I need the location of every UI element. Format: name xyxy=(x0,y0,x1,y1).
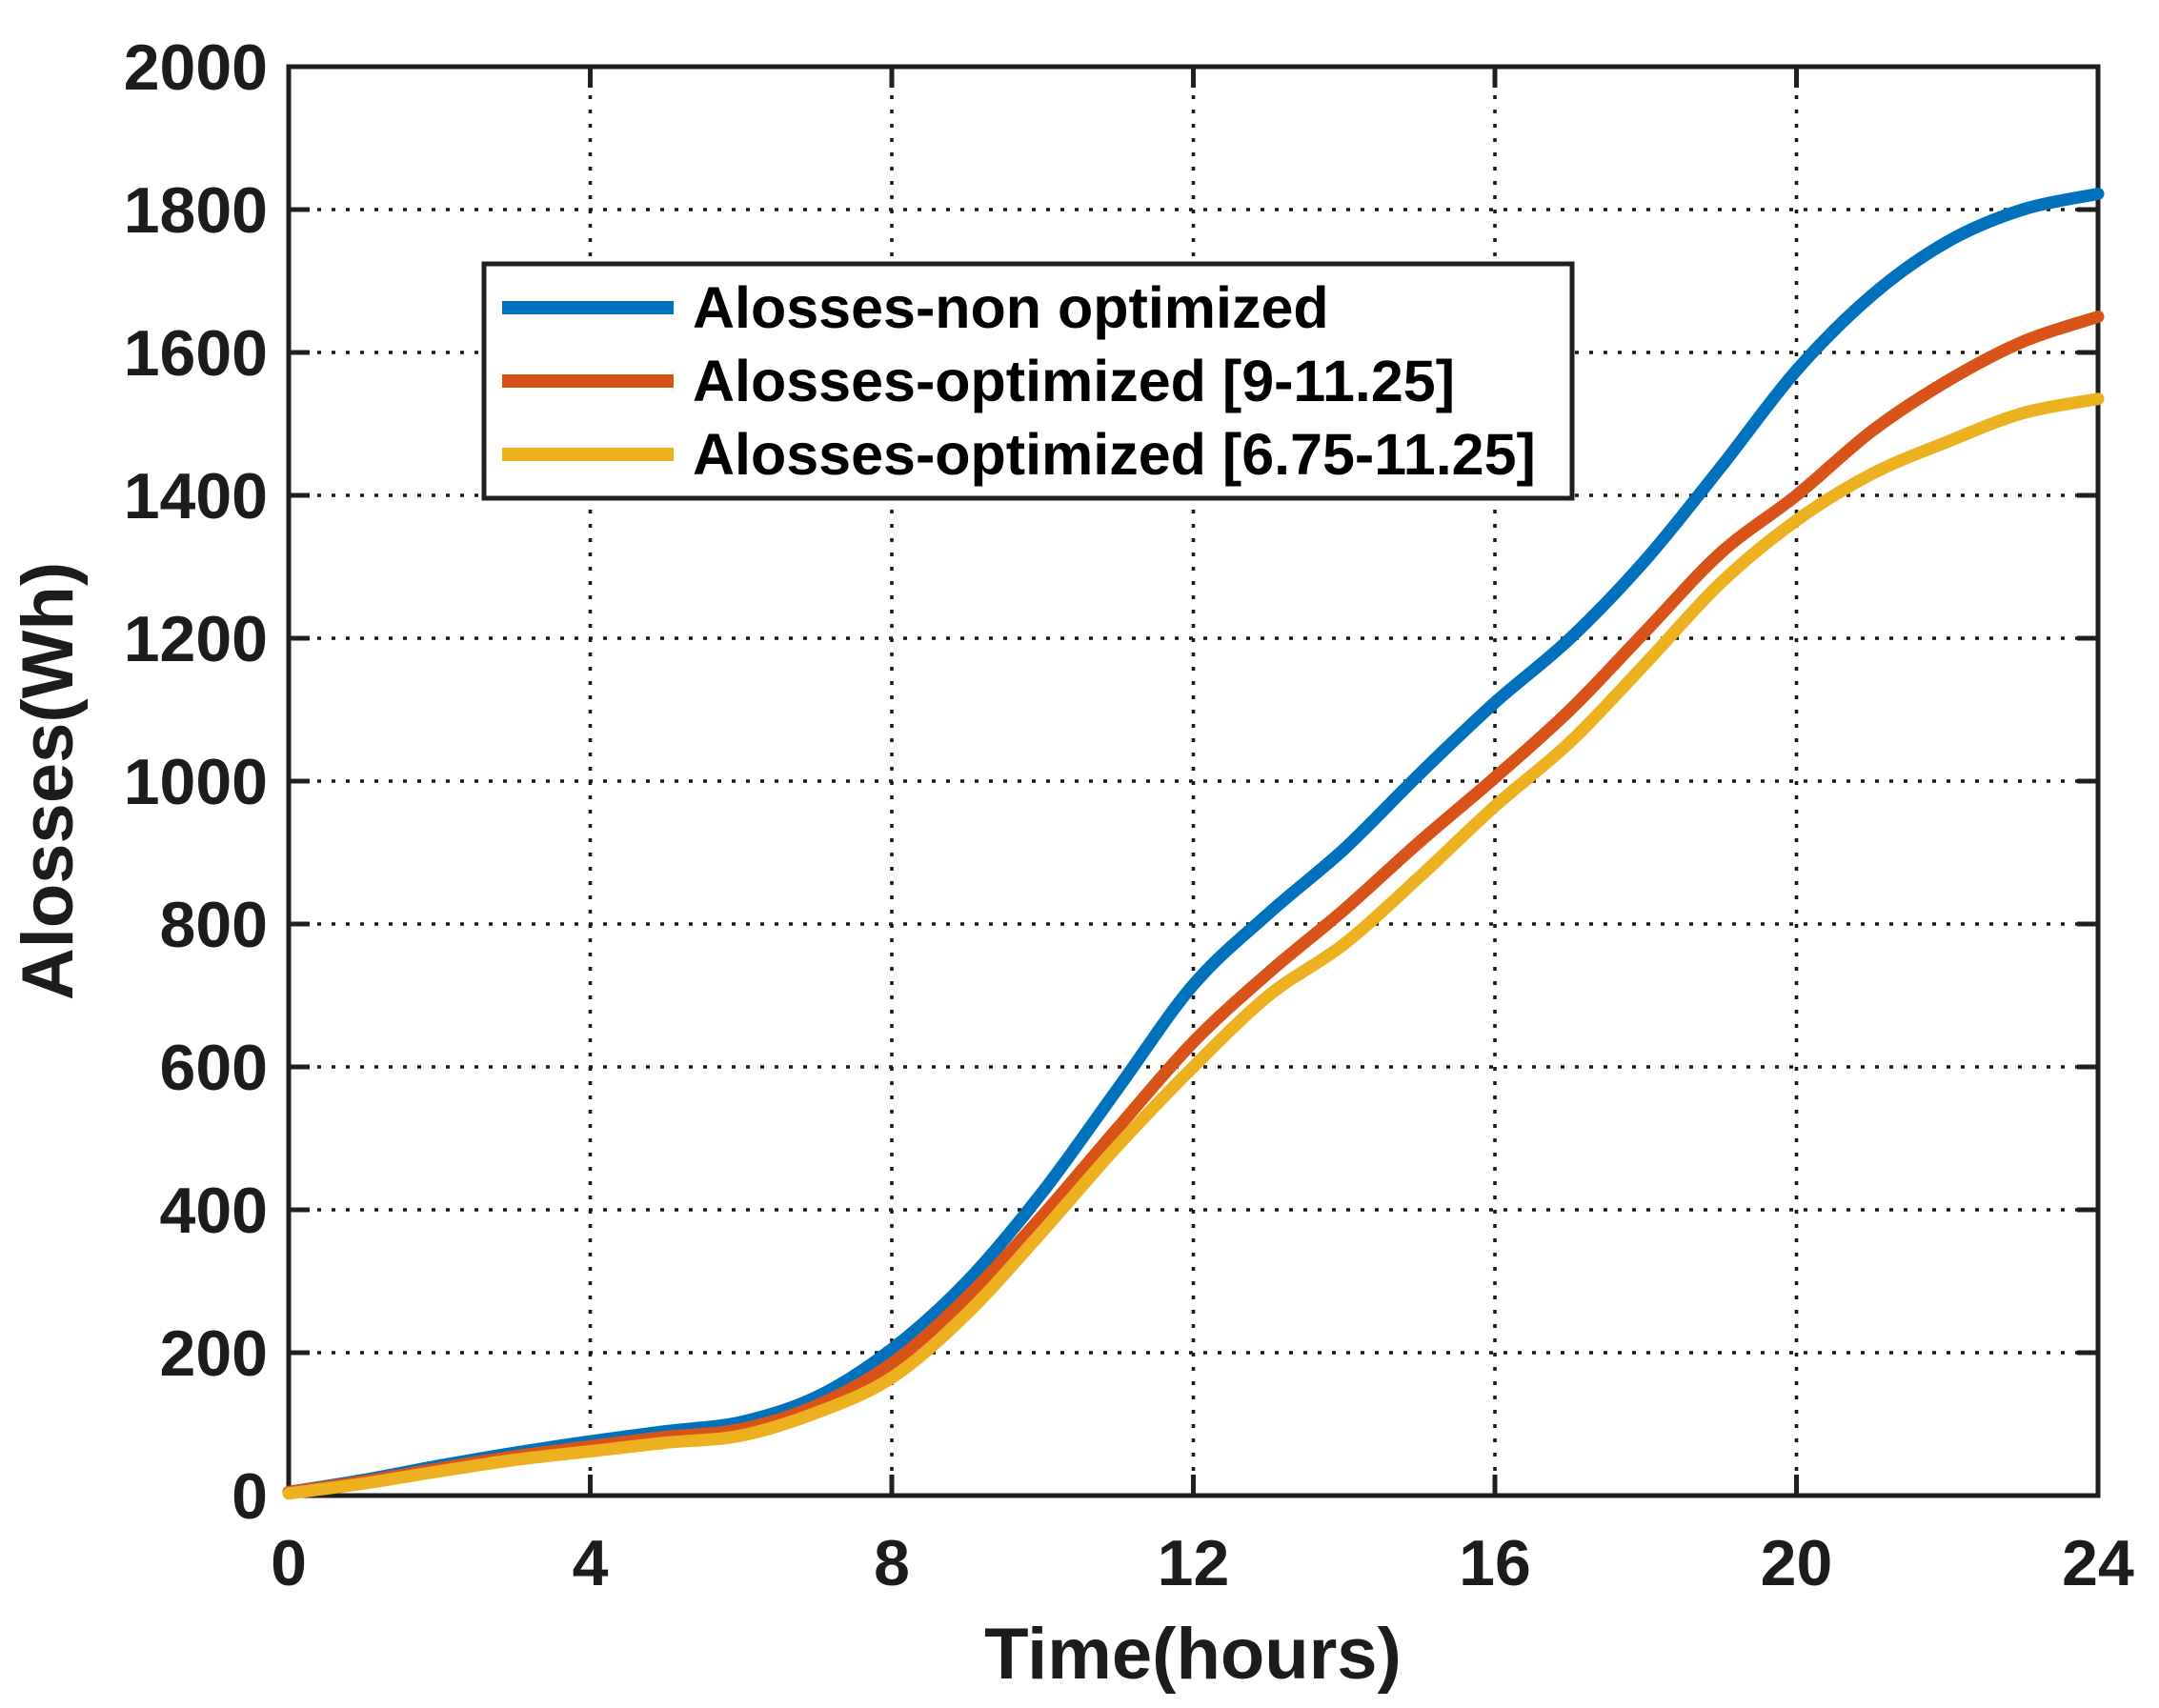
y-axis-label: Alosses(Wh) xyxy=(8,562,89,1000)
x-tick-label: 8 xyxy=(874,1527,910,1599)
y-tick-label: 600 xyxy=(160,1032,268,1104)
legend-entry: Alosses-non optimized xyxy=(502,275,1329,340)
legend-label: Alosses-optimized [9-11.25] xyxy=(693,349,1455,413)
x-axis-label: Time(hours) xyxy=(984,1614,1402,1695)
y-tick-label: 400 xyxy=(160,1175,268,1247)
y-tick-label: 200 xyxy=(160,1317,268,1390)
y-tick-label: 0 xyxy=(232,1460,268,1533)
x-tick-label: 20 xyxy=(1761,1527,1833,1599)
x-tick-label: 24 xyxy=(2062,1527,2134,1599)
legend-entry: Alosses-optimized [6.75-11.25] xyxy=(502,422,1536,487)
x-tick-label: 12 xyxy=(1158,1527,1230,1599)
x-tick-label: 0 xyxy=(271,1527,307,1599)
y-tick-label: 1600 xyxy=(124,317,268,390)
label-layer: Time(hours) Alosses(Wh) xyxy=(8,562,1402,1695)
legend-entry: Alosses-optimized [9-11.25] xyxy=(502,349,1455,413)
y-tick-label: 800 xyxy=(160,889,268,961)
legend: Alosses-non optimized Alosses-optimized [… xyxy=(481,261,1575,501)
y-tick-label: 1000 xyxy=(124,746,268,818)
y-tick-label: 2000 xyxy=(124,31,268,104)
series-line-alosses-optimized-6-75-11-25 xyxy=(282,392,2105,1500)
axis-layer: 0 4 8 12 16 20 24 0 200 400 600 800 1000 1200 1400 1600… xyxy=(124,31,2134,1599)
legend-label: Alosses-optimized [6.75-11.25] xyxy=(693,422,1536,487)
y-tick-label: 1200 xyxy=(124,603,268,675)
x-tick-label: 4 xyxy=(573,1527,609,1599)
y-tick-label: 1800 xyxy=(124,174,268,247)
series-layer xyxy=(282,188,2105,1500)
y-tick-label: 1400 xyxy=(124,460,268,532)
x-tick-label: 16 xyxy=(1459,1527,1531,1599)
legend-label: Alosses-non optimized xyxy=(693,275,1329,340)
